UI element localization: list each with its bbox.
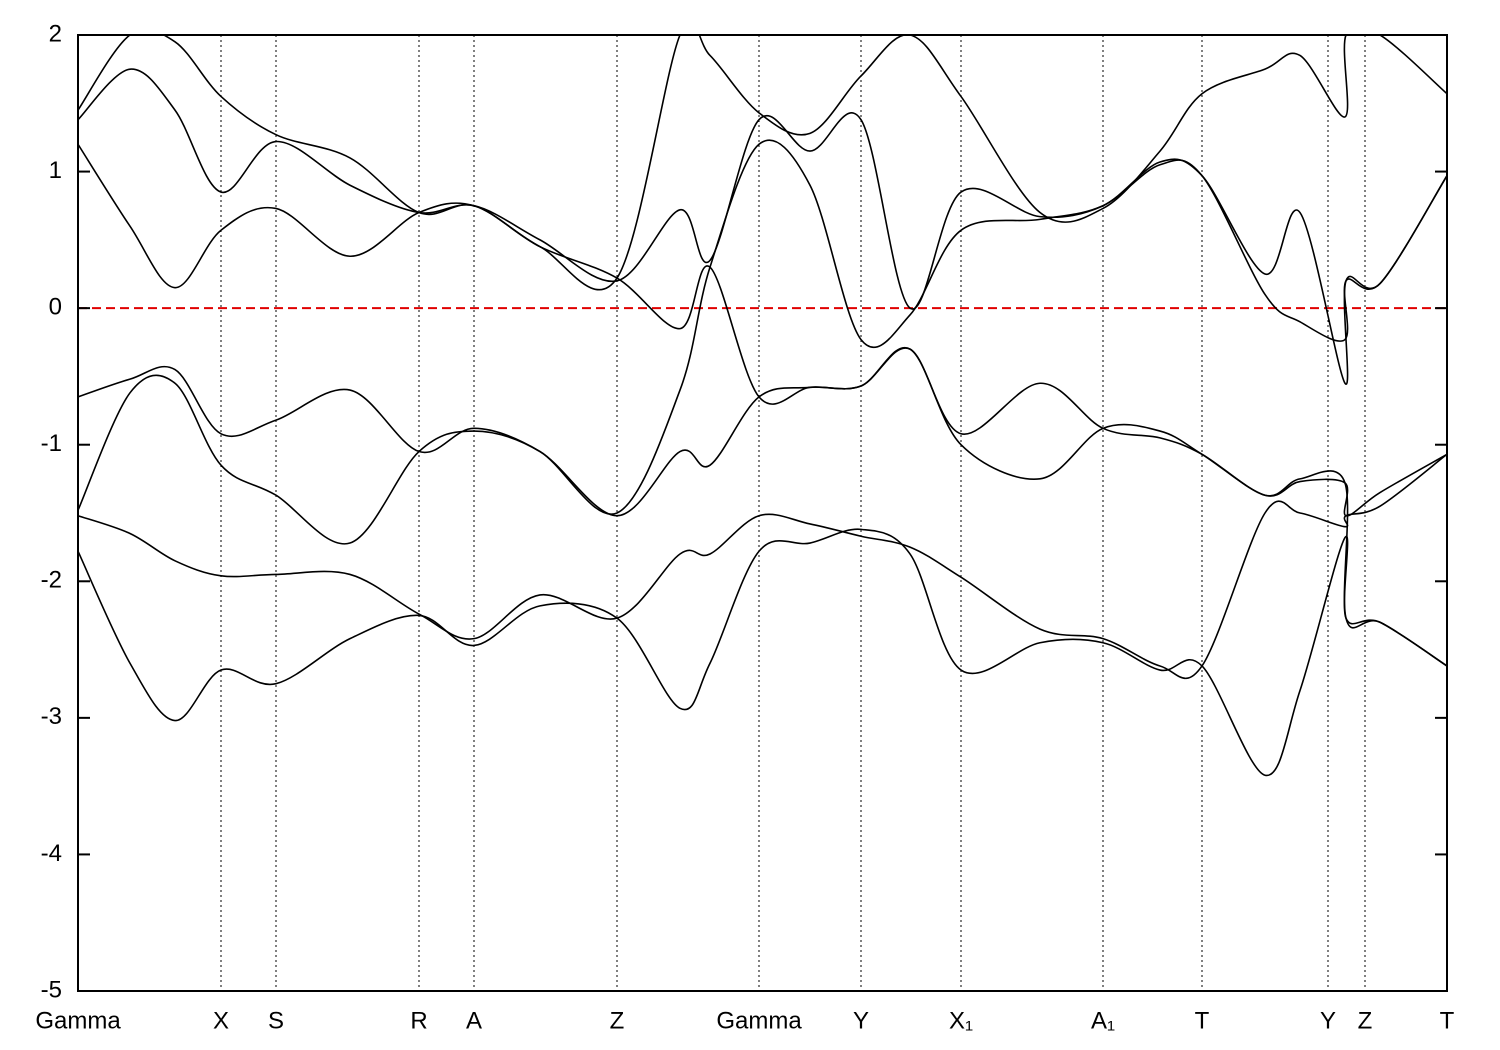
- y-tick-label: -4: [41, 840, 62, 867]
- y-tick-label: -2: [41, 567, 62, 594]
- band: [78, 143, 1447, 667]
- x-tick-label: Gamma: [716, 1007, 802, 1034]
- x-tick-label: T: [1440, 1007, 1455, 1034]
- x-tick-label: Y: [1320, 1007, 1336, 1034]
- x-tick-label: Gamma: [35, 1007, 121, 1034]
- band: [78, 35, 1447, 291]
- grid: [77, 35, 1448, 991]
- band: [78, 453, 1447, 680]
- x-tick-label: X₁: [949, 1007, 973, 1034]
- x-tick-label: T: [1195, 1007, 1210, 1034]
- y-tick-label: 0: [49, 293, 62, 320]
- band: [78, 528, 1447, 777]
- bands: [78, 35, 1447, 777]
- x-tick-label: R: [410, 1007, 427, 1034]
- y-tick-label: 2: [49, 20, 62, 47]
- x-tick-label: S: [268, 1007, 284, 1034]
- x-tick-label: A: [466, 1007, 482, 1034]
- band: [78, 139, 1447, 515]
- x-tick-label: X: [213, 1007, 229, 1034]
- band: [78, 68, 1447, 385]
- x-tick-label: Z: [1358, 1007, 1373, 1034]
- y-tick-label: -3: [41, 703, 62, 730]
- y-tick-label: -5: [41, 976, 62, 1003]
- x-tick-label: A₁: [1091, 1007, 1115, 1034]
- y-tick-label: -1: [41, 430, 62, 457]
- x-tick-label: Y: [853, 1007, 869, 1034]
- y-tick-label: 1: [49, 157, 62, 184]
- x-tick-label: Z: [610, 1007, 625, 1034]
- plot-frame: [77, 34, 1448, 992]
